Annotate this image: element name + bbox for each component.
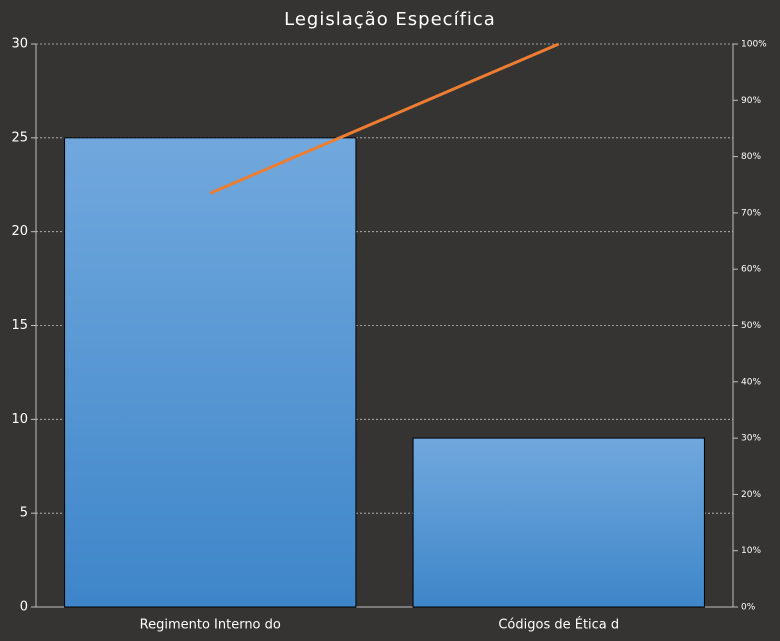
y2-tick-label: 30% xyxy=(741,434,761,444)
x-tick-label: Códigos de Ética d xyxy=(498,617,619,633)
bar xyxy=(64,137,357,608)
y2-tick-label: 10% xyxy=(741,546,761,556)
y2-tick-label: 100% xyxy=(741,40,767,50)
pareto-line xyxy=(209,42,560,195)
y2-tick-label: 0% xyxy=(741,603,756,613)
y2-tick-label: 90% xyxy=(741,96,761,106)
y-tick-label: 20 xyxy=(11,224,28,239)
y-tick-label: 15 xyxy=(11,318,28,333)
y-tick-label: 25 xyxy=(11,130,28,145)
y2-tick-label: 50% xyxy=(741,321,761,331)
y-tick-label: 30 xyxy=(11,37,28,52)
y2-tick-label: 70% xyxy=(741,208,761,218)
bar xyxy=(412,437,705,608)
y2-tick-label: 20% xyxy=(741,490,761,500)
y2-tick-label: 80% xyxy=(741,152,761,162)
x-tick-label: Regimento Interno do xyxy=(140,618,281,633)
y2-tick-label: 40% xyxy=(741,377,761,387)
y-tick-label: 0 xyxy=(20,600,28,615)
y-tick-label: 10 xyxy=(11,412,28,427)
chart-title: Legislação Específica xyxy=(284,9,496,30)
y-tick-label: 5 xyxy=(20,506,28,521)
y2-tick-label: 60% xyxy=(741,265,761,275)
